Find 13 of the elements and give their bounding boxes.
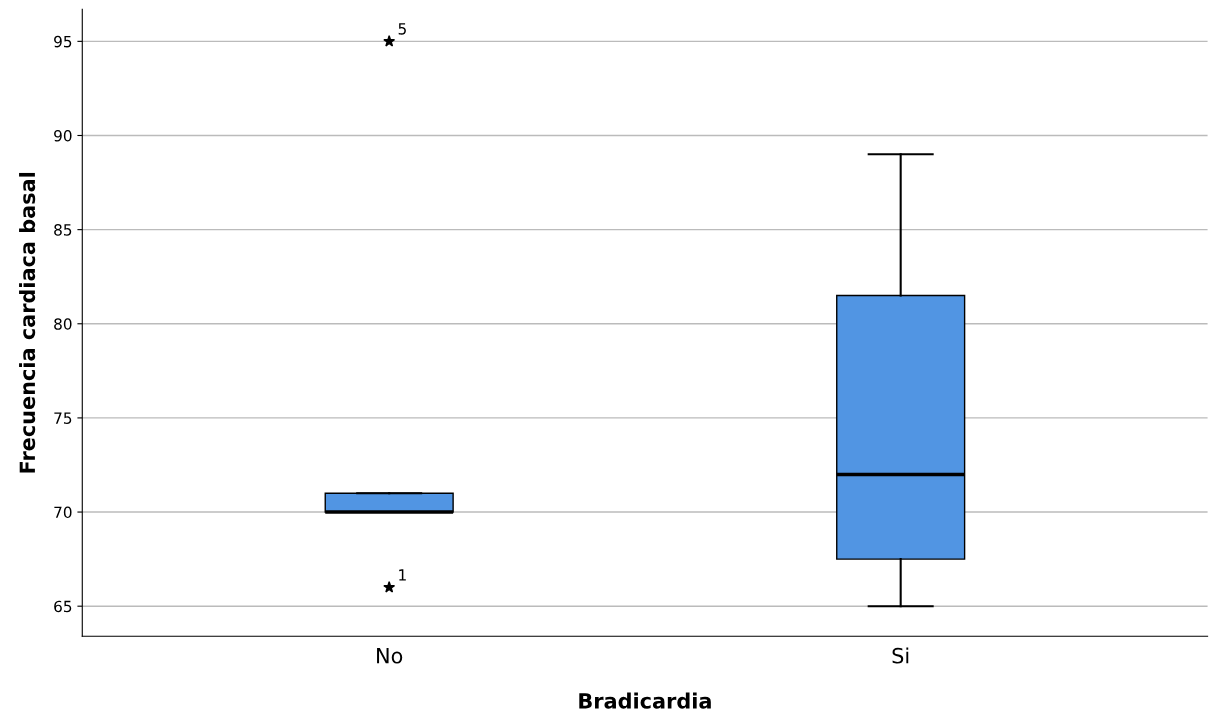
annotation: 1 <box>399 569 406 581</box>
y-axis-title: Frecuencia cardiaca basal <box>19 172 36 473</box>
x-axis-title: Bradicardia <box>579 692 711 709</box>
x-tick-label: No <box>377 648 403 664</box>
annotation: 5 <box>398 23 406 35</box>
y-tick-label: 70 <box>54 506 72 519</box>
y-tick-label: 90 <box>54 129 72 142</box>
y-tick-label: 85 <box>54 224 72 236</box>
y-tick-label: 95 <box>54 35 72 48</box>
y-tick-label: 75 <box>54 412 72 424</box>
y-tick-label: 80 <box>54 318 72 330</box>
y-tick-label: 65 <box>54 600 72 613</box>
x-tick-label: Si <box>892 647 909 664</box>
